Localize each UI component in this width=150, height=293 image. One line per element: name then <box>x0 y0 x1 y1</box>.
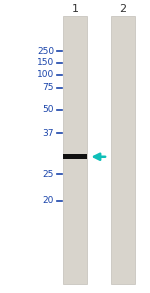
Text: 2: 2 <box>119 4 127 14</box>
Bar <box>111 16 135 284</box>
Text: 25: 25 <box>43 170 54 179</box>
Text: 37: 37 <box>42 129 54 138</box>
Text: 75: 75 <box>42 84 54 92</box>
Text: 100: 100 <box>37 70 54 79</box>
Text: 250: 250 <box>37 47 54 56</box>
Text: 150: 150 <box>37 59 54 67</box>
Bar <box>63 154 87 159</box>
Text: 1: 1 <box>72 4 78 14</box>
Bar <box>63 16 87 284</box>
Text: 50: 50 <box>42 105 54 114</box>
Text: 20: 20 <box>43 196 54 205</box>
